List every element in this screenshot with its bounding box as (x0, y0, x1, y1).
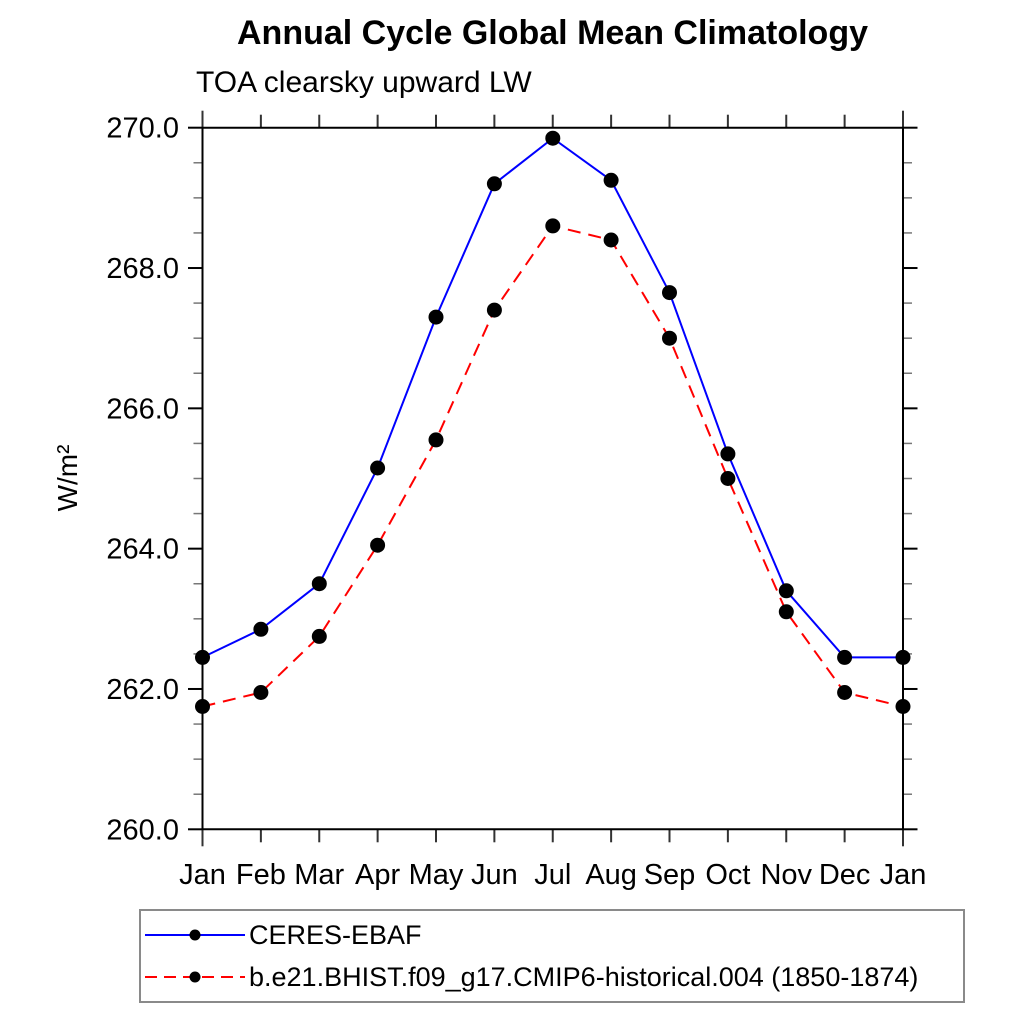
data-point-marker (545, 218, 561, 234)
data-point-marker (778, 604, 794, 620)
data-point-marker (662, 330, 677, 346)
x-axis-label: Nov (760, 859, 812, 891)
data-point-marker (662, 285, 677, 301)
x-axis-label: Oct (705, 859, 750, 891)
legend-box: CERES-EBAF b.e21.BHIST.f09_g17.CMIP6-his… (139, 909, 965, 1003)
data-point-marker (195, 649, 210, 665)
x-axis-label: Apr (355, 859, 400, 891)
data-point-marker (545, 130, 561, 146)
data-point-marker (895, 699, 911, 714)
y-axis-tick-label: 264.0 (106, 534, 179, 566)
data-point-marker (195, 699, 210, 714)
y-axis-tick-label: 266.0 (106, 393, 179, 425)
data-point-marker (370, 537, 386, 553)
data-point-marker (428, 432, 444, 448)
data-point-marker (720, 446, 736, 462)
y-axis-tick-label: 268.0 (106, 253, 179, 285)
x-axis-label: Sep (644, 859, 696, 891)
x-axis-label: Mar (294, 859, 344, 891)
x-axis-label: Feb (236, 859, 286, 891)
data-point-marker (486, 302, 502, 318)
data-point-marker (486, 176, 502, 192)
data-point-marker (837, 685, 853, 700)
x-axis-label: Jul (534, 859, 571, 891)
x-axis-label: Jun (471, 859, 518, 891)
chart-subtitle: TOA clearsky upward LW (196, 66, 532, 99)
data-point-marker (603, 232, 619, 248)
data-point-marker (370, 460, 386, 476)
data-point-marker (837, 649, 853, 665)
y-axis-tick-label: 262.0 (106, 674, 179, 706)
legend-label-model: b.e21.BHIST.f09_g17.CMIP6-historical.004… (249, 961, 919, 992)
data-point-marker (253, 685, 269, 700)
series-line-0 (202, 136, 903, 659)
data-point-marker (603, 172, 619, 188)
legend-label-ceres: CERES-EBAF (249, 919, 422, 950)
y-axis-tick-label: 260.0 (106, 814, 179, 846)
data-point-marker (428, 309, 444, 325)
data-point-marker (311, 628, 327, 644)
series-line-1 (202, 224, 904, 708)
data-point-marker (720, 471, 736, 486)
chart-title: Annual Cycle Global Mean Climatology (237, 14, 868, 52)
data-point-marker (253, 621, 269, 637)
legend-key-dashed-line-icon (145, 971, 245, 983)
data-point-marker (895, 649, 911, 665)
x-axis-label: May (409, 859, 464, 891)
x-axis-label: Aug (585, 859, 637, 891)
legend-item-model: b.e21.BHIST.f09_g17.CMIP6-historical.004… (141, 956, 963, 998)
data-point-marker (778, 583, 794, 599)
y-axis-tick-label: 270.0 (106, 113, 179, 145)
legend-item-ceres: CERES-EBAF (141, 914, 963, 956)
data-point-marker (311, 576, 327, 592)
legend-key-solid-line-icon (145, 929, 245, 941)
x-axis-label: Jan (880, 859, 927, 891)
x-axis-label: Dec (819, 859, 871, 891)
x-axis-label: Jan (179, 859, 226, 891)
